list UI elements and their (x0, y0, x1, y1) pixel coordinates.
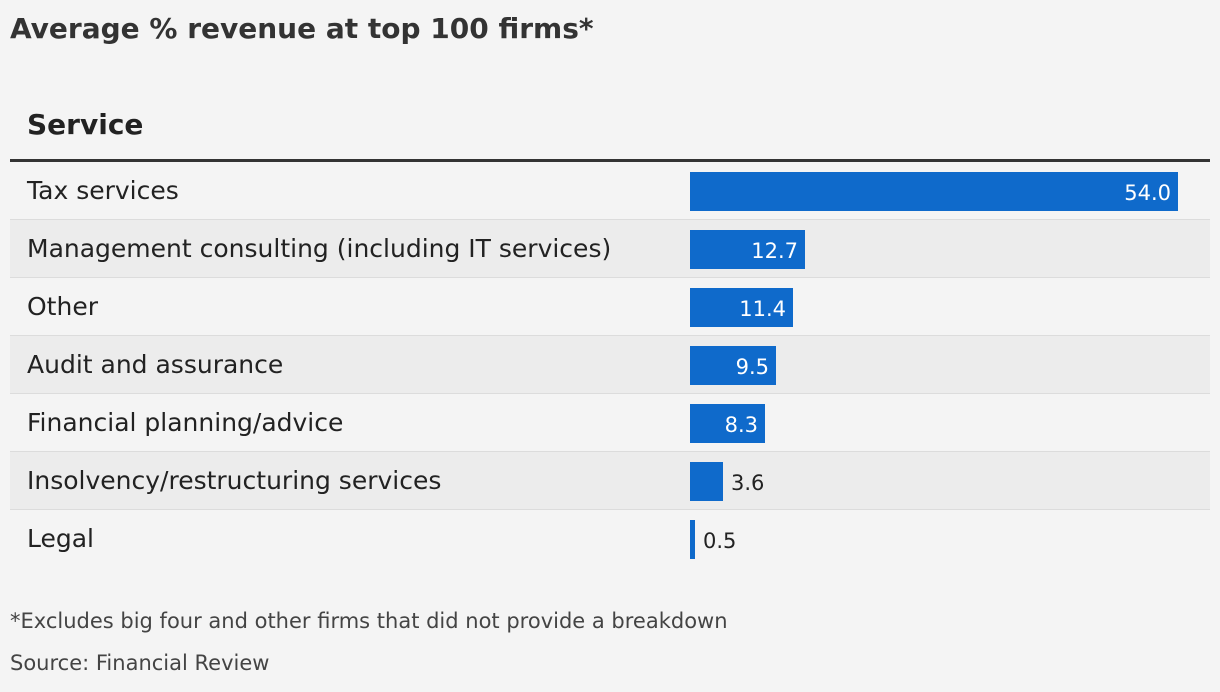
column-header-service: Service (27, 108, 144, 141)
bar (690, 404, 765, 443)
bar-table: Tax services 54.0 Management consulting (i… (10, 162, 1210, 567)
bar-value-label: 9.5 (735, 355, 769, 379)
table-row: Other 11.4 (10, 278, 1210, 336)
bar (690, 462, 723, 501)
header-rule (10, 159, 1210, 162)
bar-value-label: 8.3 (724, 413, 758, 437)
bar (690, 520, 695, 559)
bar-value-label: 12.7 (751, 239, 798, 263)
row-label: Other (27, 292, 98, 321)
bar-value-label: 11.4 (739, 297, 786, 321)
bar (690, 346, 776, 385)
bar-value-label: 3.6 (731, 471, 765, 495)
table-row: Management consulting (including IT serv… (10, 220, 1210, 278)
row-label: Legal (27, 524, 95, 553)
table-row: Audit and assurance 9.5 (10, 336, 1210, 394)
source-note: Source: Financial Review (10, 651, 270, 675)
row-label: Tax services (27, 176, 179, 205)
row-label: Management consulting (including IT serv… (27, 234, 612, 263)
row-label: Audit and assurance (27, 350, 284, 379)
bar (690, 172, 1178, 211)
bar (690, 288, 793, 327)
bar-value-label: 0.5 (703, 529, 737, 553)
row-label: Financial planning/advice (27, 408, 344, 437)
bar (690, 230, 805, 269)
footnote: *Excludes big four and other firms that … (10, 609, 728, 633)
chart-title: Average % revenue at top 100 firms* (10, 12, 594, 45)
table-row: Legal 0.5 (10, 510, 1210, 567)
bar-value-label: 54.0 (1124, 181, 1171, 205)
table-row: Financial planning/advice 8.3 (10, 394, 1210, 452)
table-row: Tax services 54.0 (10, 162, 1210, 220)
table-row: Insolvency/restructuring services 3.6 (10, 452, 1210, 510)
row-label: Insolvency/restructuring services (27, 466, 442, 495)
